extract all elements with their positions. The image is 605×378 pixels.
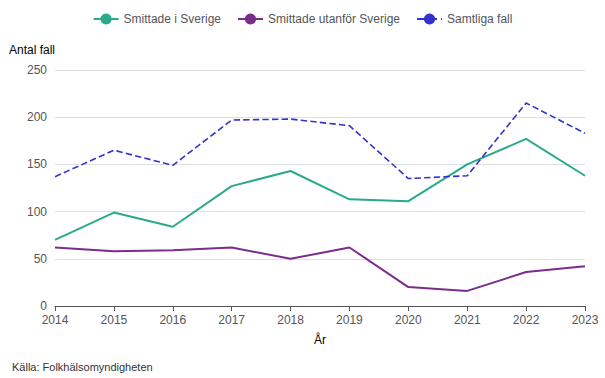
svg-text:Samtliga fall: Samtliga fall	[447, 12, 512, 26]
svg-text:2015: 2015	[101, 313, 128, 327]
svg-text:2022: 2022	[513, 313, 540, 327]
svg-text:2014: 2014	[42, 313, 69, 327]
svg-text:2021: 2021	[454, 313, 481, 327]
svg-text:2019: 2019	[336, 313, 363, 327]
svg-text:Smittade i Sverige: Smittade i Sverige	[124, 12, 222, 26]
svg-text:Smittade utanför Sverige: Smittade utanför Sverige	[268, 12, 400, 26]
svg-text:Antal fall: Antal fall	[9, 43, 55, 57]
svg-text:2017: 2017	[218, 313, 245, 327]
svg-text:År: År	[314, 332, 326, 347]
svg-text:2020: 2020	[395, 313, 422, 327]
svg-text:250: 250	[27, 63, 47, 77]
svg-text:Källa: Folkhälsomyndigheten: Källa: Folkhälsomyndigheten	[12, 361, 153, 373]
svg-text:2018: 2018	[277, 313, 304, 327]
svg-text:50: 50	[34, 252, 48, 266]
svg-text:200: 200	[27, 110, 47, 124]
svg-text:2023: 2023	[572, 313, 599, 327]
svg-text:2016: 2016	[159, 313, 186, 327]
svg-text:0: 0	[40, 299, 47, 313]
svg-text:150: 150	[27, 157, 47, 171]
svg-text:100: 100	[27, 205, 47, 219]
